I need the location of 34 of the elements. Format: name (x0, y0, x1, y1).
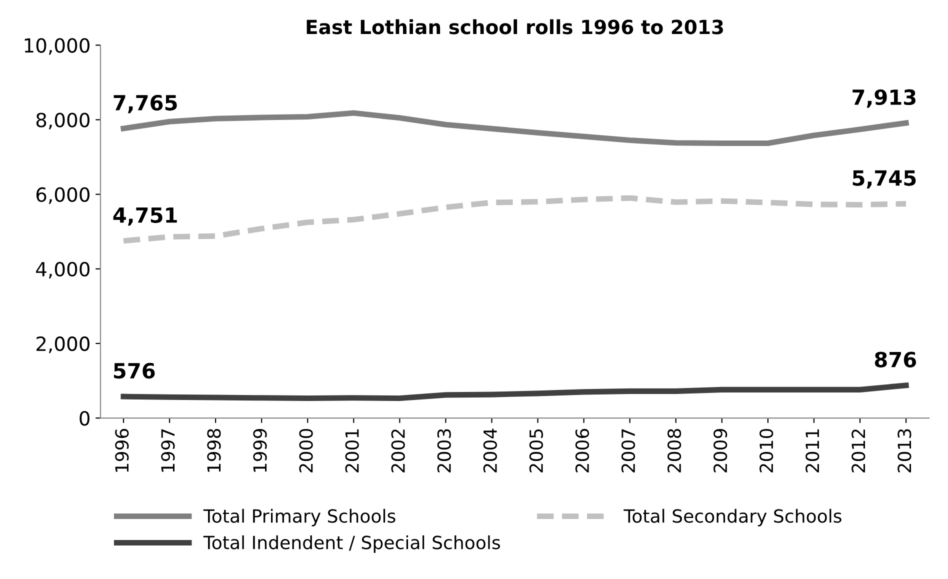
x-tick-label: 1999 (253, 429, 267, 472)
x-tick-label: 1998 (207, 428, 221, 472)
legend-label: Total Secondary Schools (624, 508, 842, 526)
x-tick-label: 1996 (115, 428, 129, 472)
x-tick-label: 2001 (345, 429, 359, 472)
x-tick-label: 2003 (437, 429, 451, 472)
y-tick-label: 0 (80, 410, 90, 426)
y-tick-label: 4,000 (36, 262, 90, 279)
data-label: 576 (114, 362, 155, 379)
data-label: 7,765 (114, 94, 177, 114)
x-tick-label: 2005 (529, 429, 544, 472)
y-tick-label: 8,000 (36, 112, 90, 130)
legend-label: Total Indendent / Special Schools (203, 535, 500, 553)
y-tick-label: 2,000 (36, 336, 90, 354)
data-label: 5,745 (852, 170, 916, 189)
chart-title: East Lothian school rolls 1996 to 2013 (306, 19, 723, 34)
legend-label: Total Primary Schools (203, 508, 396, 526)
x-tick-label: 2002 (391, 430, 405, 472)
data-label: 7,913 (852, 89, 916, 108)
x-tick-label: 2004 (483, 428, 497, 472)
x-tick-label: 2010 (760, 428, 774, 472)
x-tick-label: 2009 (713, 429, 728, 472)
y-tick-label: 6,000 (36, 187, 90, 204)
y-tick-label: 10,000 (24, 38, 90, 55)
x-tick-label: 2011 (806, 429, 820, 472)
x-tick-label: 2012 (852, 430, 866, 472)
x-tick-label: 2013 (898, 429, 912, 472)
x-tick-label: 2000 (299, 428, 313, 472)
data-label: 876 (874, 352, 916, 368)
x-tick-label: 2007 (621, 429, 636, 472)
x-tick-label: 2006 (575, 428, 590, 472)
data-label: 4,751 (113, 207, 177, 226)
x-tick-label: 1997 (161, 429, 175, 472)
x-tick-label: 2008 (667, 428, 682, 472)
